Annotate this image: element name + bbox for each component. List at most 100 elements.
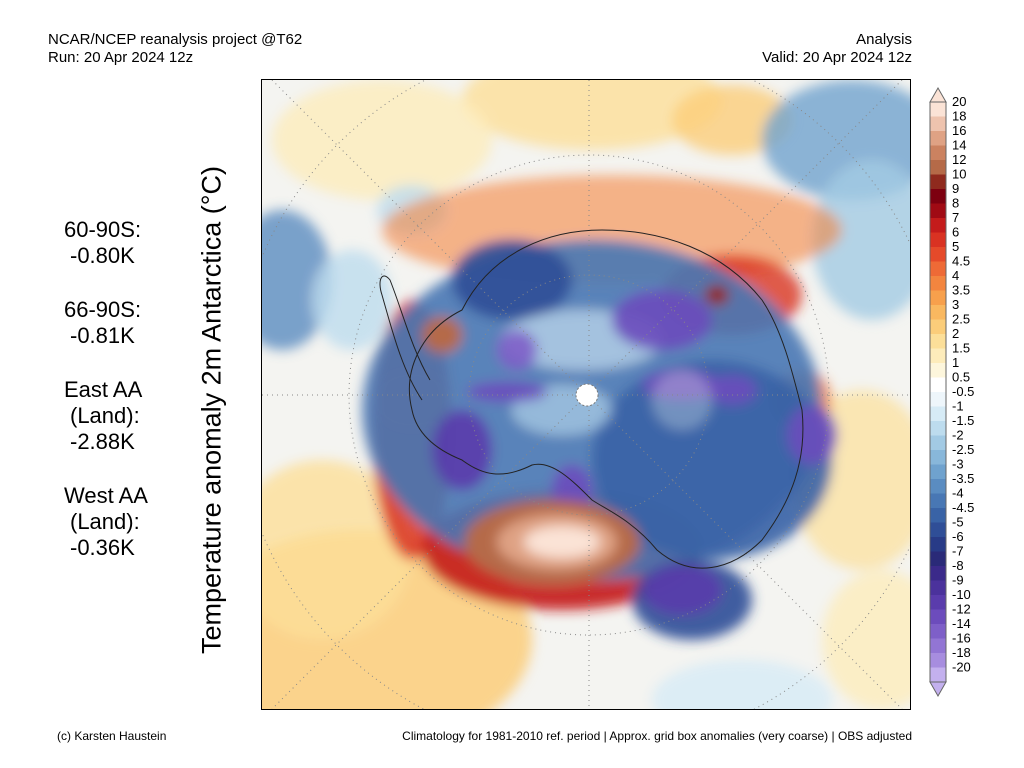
colorbar-swatch <box>930 435 946 451</box>
colorbar-tick-label: -7 <box>952 544 964 559</box>
colorbar-tick-label: 9 <box>952 181 959 196</box>
colorbar-swatch <box>930 160 946 175</box>
stat-label: 60-90S: <box>64 217 142 242</box>
colorbar-tick-label: 20 <box>952 94 966 109</box>
colorbar-tick-label: -9 <box>952 573 964 588</box>
colorbar-swatch <box>930 131 946 146</box>
colorbar-swatch <box>930 493 946 509</box>
stat-value: -0.36K <box>70 535 135 560</box>
model-name: NCAR/NCEP reanalysis project @T62 <box>48 31 303 48</box>
colorbar-swatch <box>930 145 946 161</box>
colorbar-swatch <box>930 566 946 581</box>
colorbar-swatch <box>930 116 946 132</box>
colorbar-max-arrow <box>929 86 947 103</box>
stat-label: West AA <box>64 483 148 508</box>
colorbar-swatch <box>930 638 946 654</box>
colorbar-swatch <box>930 377 946 393</box>
stat-value: -0.81K <box>70 323 135 348</box>
colorbar-tick-label: 14 <box>952 138 966 153</box>
colorbar-swatch <box>930 580 946 596</box>
colorbar-min-arrow <box>929 681 947 698</box>
colorbar-swatch <box>930 189 946 204</box>
colorbar-swatch <box>930 508 946 523</box>
stat-label: East AA <box>64 377 143 402</box>
colorbar-tick-label: 8 <box>952 196 959 211</box>
colorbar-swatch <box>930 551 946 567</box>
run-time: Run: 20 Apr 2024 12z <box>48 49 194 66</box>
run-info: NCAR/NCEP reanalysis project @T62 Run: 2… <box>48 31 302 67</box>
analysis-label: Analysis <box>856 31 912 48</box>
colorbar-swatch <box>930 348 946 364</box>
colorbar-swatch <box>930 305 946 320</box>
colorbar-tick-label: 10 <box>952 167 966 182</box>
stat-east-aa: East AA (Land): -2.88K <box>64 377 148 455</box>
colorbar-swatch <box>930 421 946 436</box>
colorbar-swatch <box>930 522 946 538</box>
colorbar-tick-label: 3.5 <box>952 283 970 298</box>
colorbar-tick-label: 0.5 <box>952 370 970 385</box>
valid-info: Analysis Valid: 20 Apr 2024 12z <box>762 31 912 67</box>
colorbar-swatch <box>930 174 946 190</box>
anomaly-stats: 60-90S: -0.80K 66-90S: -0.81K East AA (L… <box>64 217 148 589</box>
colorbar-swatch <box>930 450 946 465</box>
colorbar-swatch <box>930 392 946 407</box>
colorbar-tick-label: 4.5 <box>952 254 970 269</box>
stat-60-90s: 60-90S: -0.80K <box>64 217 148 269</box>
colorbar-swatch <box>930 363 946 378</box>
colorbar-swatch <box>930 624 946 639</box>
colorbar-tick-label: 2.5 <box>952 312 970 327</box>
colorbar-swatch <box>930 247 946 262</box>
colorbar-swatch <box>930 218 946 233</box>
colorbar-swatch <box>930 609 946 625</box>
coastline-outline <box>408 229 804 569</box>
stat-value: -2.88K <box>70 429 135 454</box>
colorbar-tick-label: -0.5 <box>952 384 974 399</box>
colorbar-tick-label: -3.5 <box>952 471 974 486</box>
colorbar-swatch <box>930 464 946 480</box>
colorbar-tick-label: -20 <box>952 660 971 675</box>
colorbar-tick-label: 2 <box>952 326 959 341</box>
footnote: Climatology for 1981-2010 ref. period | … <box>402 729 912 743</box>
colorbar-tick-label: -12 <box>952 602 971 617</box>
colorbar-swatch <box>930 319 946 335</box>
copyright: (c) Karsten Haustein <box>57 729 167 743</box>
valid-time: Valid: 20 Apr 2024 12z <box>762 49 912 66</box>
colorbar-swatch <box>930 406 946 422</box>
stat-value: -0.80K <box>70 243 135 268</box>
colorbar-swatch <box>930 102 946 117</box>
colorbar-tick-label: 18 <box>952 109 966 124</box>
colorbar-tick-label: -18 <box>952 645 971 660</box>
stat-west-aa: West AA (Land): -0.36K <box>64 483 148 561</box>
stat-66-90s: 66-90S: -0.81K <box>64 297 148 349</box>
colorbar-swatch <box>930 261 946 277</box>
colorbar-swatch <box>930 537 946 552</box>
anomaly-map <box>261 79 911 710</box>
colorbar-swatch <box>930 595 946 610</box>
colorbar-tick-label: -10 <box>952 587 971 602</box>
colorbar-swatch <box>930 290 946 306</box>
colorbar-tick-label: -16 <box>952 631 971 646</box>
colorbar-tick-label: -2.5 <box>952 442 974 457</box>
colorbar-tick-label: -3 <box>952 457 964 472</box>
colorbar-tick-label: -2 <box>952 428 964 443</box>
colorbar-tick-label: -5 <box>952 515 964 530</box>
south-pole-marker <box>575 383 599 407</box>
colorbar-swatch <box>930 479 946 494</box>
colorbar-tick-label: -4 <box>952 486 964 501</box>
peninsula-coastline <box>379 275 431 401</box>
colorbar-tick-label: 4 <box>952 268 959 283</box>
colorbar-swatch <box>930 276 946 291</box>
colorbar-border <box>929 101 947 683</box>
colorbar-tick-label: -1 <box>952 399 964 414</box>
colorbar-tick-label: -4.5 <box>952 500 974 515</box>
colorbar-tick-label: 1.5 <box>952 341 970 356</box>
colorbar-tick-label: -14 <box>952 616 971 631</box>
stat-label-2: (Land): <box>70 509 140 534</box>
map-canvas <box>262 80 910 709</box>
map-title-vertical: Temperature anomaly 2m Antarctica (°C) <box>196 166 227 654</box>
colorbar-tick-label: 12 <box>952 152 966 167</box>
colorbar-tick-label: 16 <box>952 123 966 138</box>
colorbar-swatch <box>930 232 946 248</box>
colorbar-tick-label: 1 <box>952 355 959 370</box>
colorbar-tick-label: -6 <box>952 529 964 544</box>
